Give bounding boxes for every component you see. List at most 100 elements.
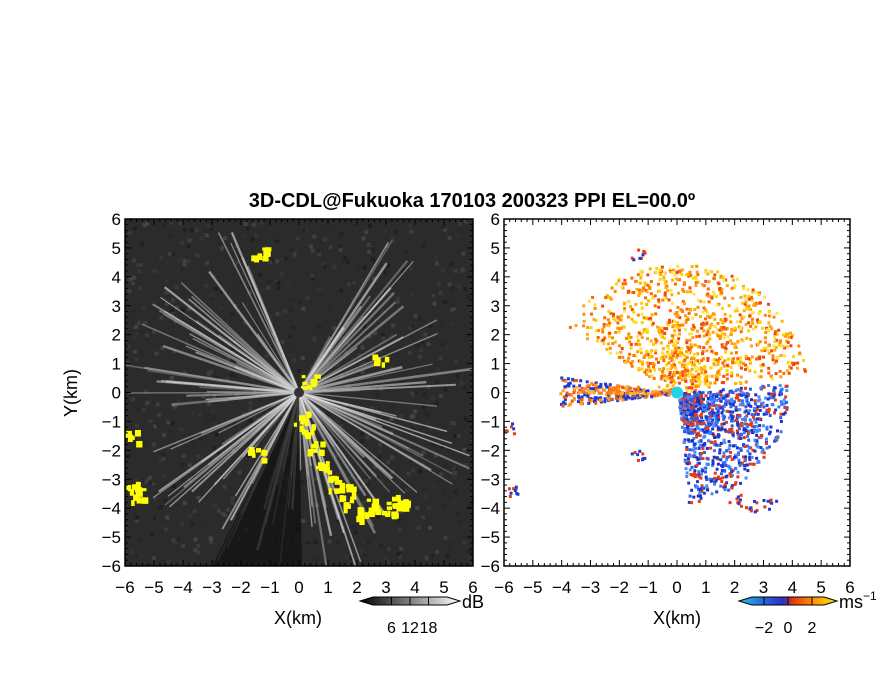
snr-highlight-cell [357,507,362,514]
velocity-cool-cell [715,416,719,420]
snr-noise-cell [258,272,263,277]
velocity-cool-cell [730,427,734,431]
snr-noise-cell [209,226,214,231]
velocity-warm-cell [685,365,689,369]
snr-noise-cell [191,453,196,458]
velocity-warm-cell [688,270,692,274]
snr-noise-cell [317,325,322,330]
snr-noise-cell [357,265,362,270]
velocity-ray-cell [652,389,656,393]
velocity-west-cell [560,402,564,406]
velocity-west-cell [636,395,640,399]
velocity-warm-cell [639,332,643,336]
snr-noise-cell [364,229,369,234]
velocity-warm-cell [744,354,748,358]
velocity-cool-cell [701,428,705,432]
snr-noise-cell [199,436,204,441]
snr-noise-cell [457,222,462,227]
velocity-warm-cell [773,335,777,339]
snr-noise-cell [432,301,437,306]
velocity-cool-cell [696,397,700,401]
velocity-warm-cell [666,376,670,380]
velocity-warm-cell [647,375,651,379]
velocity-cool-cell [722,422,726,426]
velocity-warm-cell [687,332,691,336]
velocity-warm-cell [623,278,627,282]
velocity-west-cell [635,393,639,397]
snr-noise-cell [452,465,457,470]
velocity-warm-cell [635,350,639,354]
velocity-warm-cell [631,359,635,363]
velocity-cool-cell [685,447,689,451]
snr-noise-cell [182,501,187,506]
velocity-west-cell [638,394,642,398]
velocity-cool-cell [741,455,745,459]
velocity-west-cell [600,386,604,390]
velocity-cool-cell [750,455,754,459]
snr-noise-cell [467,549,472,554]
velocity-warm-cell [701,352,705,356]
snr-noise-cell [248,418,253,423]
velocity-cool-cell [684,467,688,471]
velocity-warm-cell [671,354,675,358]
velocity-cool-cell [773,398,777,402]
velocity-panel: −6 −5 −4 −3 −2 −1 0 1 2 3 4 5 6 6543210−1−2−3−4−5−6 … [481,210,855,628]
velocity-west-cell [585,380,589,384]
velocity-warm-cell [658,367,662,371]
velocity-warm-cell [609,297,613,301]
snr-highlight-cell [126,484,132,492]
velocity-cool-cell [702,435,706,439]
velocity-warm-cell [685,388,689,392]
velocity-cool-cell [689,410,693,414]
velocity-warm-cell [619,350,623,354]
velocity-warm-cell [737,363,741,367]
snr-noise-cell [171,484,176,489]
velocity-warm-cell [688,286,692,290]
snr-noise-cell [421,562,426,566]
snr-noise-cell [391,323,396,328]
snr-noise-cell [288,308,293,313]
velocity-warm-cell [675,324,679,328]
snr-highlight-cell [374,357,381,362]
velocity-warm-cell [715,332,719,336]
snr-noise-cell [250,376,255,381]
snr-noise-cell [156,412,161,417]
snr-y-tick-label: 5 [112,239,121,258]
velocity-cool-cell [702,491,706,495]
velocity-warm-cell [661,351,665,355]
velocity-warm-cell [684,319,688,323]
snr-noise-cell [373,331,378,336]
snr-noise-cell [378,348,383,353]
velocity-warm-cell [715,358,719,362]
velocity-cool-cell [750,413,754,417]
snr-y-tick-label: −3 [102,470,121,489]
snr-noise-cell [458,519,463,524]
velocity-warm-cell [690,367,694,371]
snr-highlight-cell [341,495,347,502]
snr-noise-cell [313,540,318,545]
velocity-cool-cell [720,427,724,431]
velocity-cool-cell [778,384,782,388]
snr-x-tick-label: −5 [144,578,163,597]
velocity-warm-cell [662,354,666,358]
snr-noise-cell [396,296,401,301]
velocity-cool-cell [713,471,717,475]
snr-noise-cell [258,328,263,333]
velocity-edge-cell [748,507,752,511]
velocity-warm-cell [663,291,667,295]
snr-noise-cell [457,399,462,404]
velocity-warm-cell [680,364,684,368]
velocity-cool-cell [678,398,682,402]
snr-noise-cell [166,420,171,425]
velocity-cool-cell [726,392,730,396]
snr-noise-cell [454,309,459,314]
snr-highlight-cell [407,500,412,506]
velocity-cool-cell [764,411,768,415]
velocity-cool-cell [689,427,693,431]
snr-noise-cell [449,261,454,266]
velocity-cool-cell [760,403,764,407]
velocity-warm-cell [642,356,646,360]
velocity-cool-cell [737,435,741,439]
velocity-warm-cell [730,327,734,331]
